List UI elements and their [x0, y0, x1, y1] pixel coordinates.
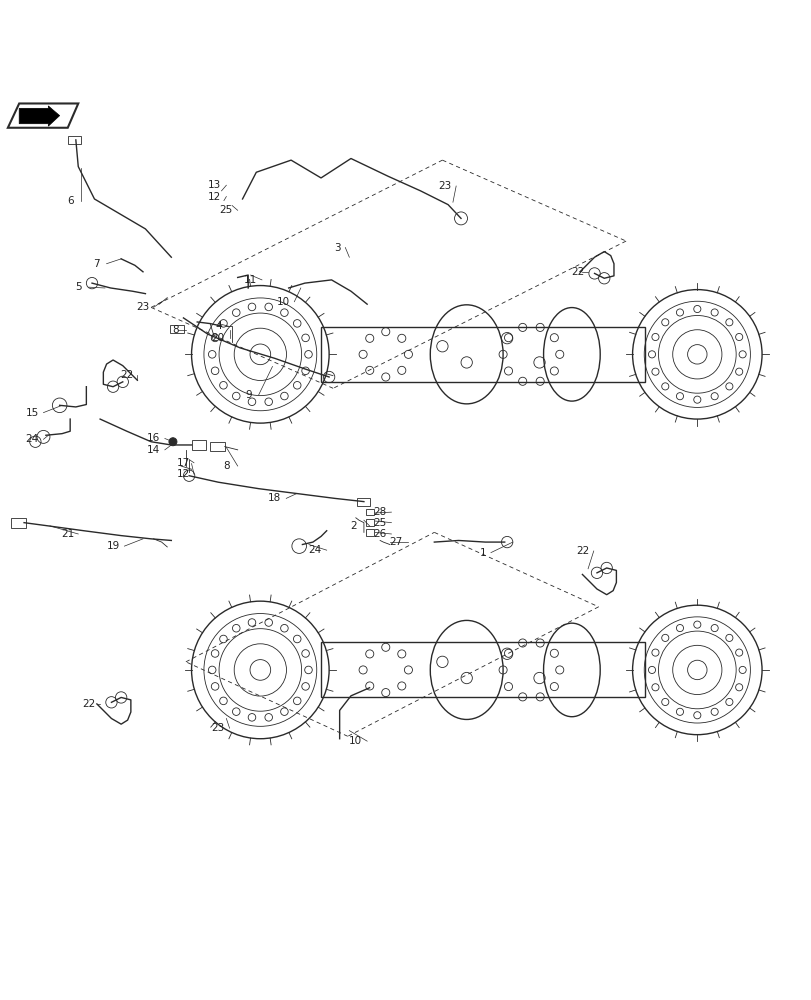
Text: 25: 25 — [220, 205, 233, 215]
Text: 12: 12 — [208, 192, 221, 202]
Text: 22: 22 — [120, 370, 133, 380]
Bar — [320, 642, 644, 697]
Text: 18: 18 — [268, 493, 281, 503]
Bar — [11, 518, 26, 528]
Text: 12: 12 — [177, 469, 190, 479]
Text: 28: 28 — [373, 507, 386, 517]
Text: 3: 3 — [333, 243, 340, 253]
Text: 11: 11 — [243, 275, 257, 285]
Text: 4: 4 — [215, 321, 221, 331]
Text: 23: 23 — [438, 181, 451, 191]
Text: 21: 21 — [61, 529, 75, 539]
Polygon shape — [19, 106, 59, 126]
Bar — [210, 442, 225, 451]
Text: 1: 1 — [479, 548, 486, 558]
Bar — [67, 136, 80, 144]
Text: 15: 15 — [25, 408, 39, 418]
Text: 24: 24 — [25, 434, 39, 444]
Bar — [365, 519, 373, 526]
Text: 22: 22 — [575, 546, 588, 556]
Bar — [169, 325, 184, 333]
Text: 25: 25 — [373, 518, 386, 528]
Text: 7: 7 — [93, 259, 100, 269]
Circle shape — [169, 438, 177, 446]
Text: 17: 17 — [177, 458, 190, 468]
Text: 23: 23 — [212, 723, 225, 733]
Text: 2: 2 — [350, 521, 356, 531]
Bar — [365, 529, 373, 536]
Polygon shape — [8, 103, 78, 128]
Text: 19: 19 — [106, 541, 119, 551]
Text: 8: 8 — [172, 325, 178, 335]
Text: 22: 22 — [570, 267, 583, 277]
Text: 14: 14 — [147, 445, 160, 455]
Text: 6: 6 — [67, 196, 73, 206]
Bar — [191, 440, 206, 450]
Text: 26: 26 — [373, 529, 386, 539]
Text: 24: 24 — [308, 545, 322, 555]
Text: 13: 13 — [208, 180, 221, 190]
Text: 20: 20 — [212, 333, 225, 343]
Text: 27: 27 — [389, 537, 402, 547]
Bar — [357, 498, 370, 506]
Text: 10: 10 — [276, 297, 290, 307]
Text: 9: 9 — [245, 390, 251, 400]
Bar — [365, 509, 373, 515]
Text: 8: 8 — [223, 461, 230, 471]
Text: 16: 16 — [147, 433, 160, 443]
Text: 23: 23 — [136, 302, 149, 312]
Bar — [320, 327, 644, 382]
Text: 10: 10 — [349, 736, 362, 746]
Text: 5: 5 — [75, 282, 81, 292]
Text: 22: 22 — [82, 699, 95, 709]
